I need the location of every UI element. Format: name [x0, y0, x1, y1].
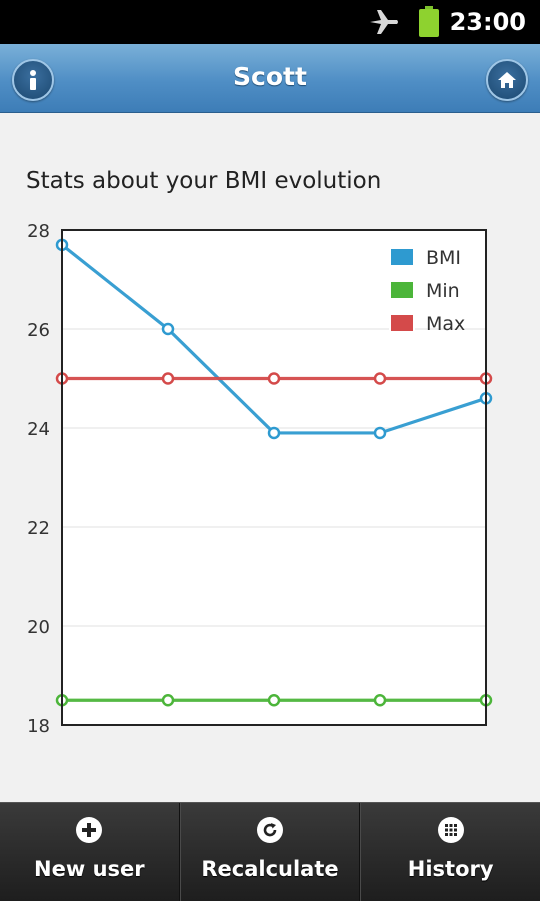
status-time: 23:00	[449, 8, 526, 36]
app-header: Scott	[0, 44, 540, 113]
data-point-bmi	[161, 322, 175, 336]
home-button[interactable]	[486, 59, 528, 101]
history-label: History	[407, 857, 494, 881]
data-point-min	[267, 694, 281, 707]
grid-icon	[437, 817, 464, 843]
home-icon	[498, 72, 516, 88]
data-point-min	[373, 694, 387, 707]
legend-swatch-bmi	[389, 247, 415, 267]
data-point-max	[161, 372, 175, 385]
legend-swatch-max	[389, 313, 415, 333]
refresh-icon	[257, 817, 283, 843]
y-tick-label: 18	[27, 716, 50, 737]
plot-background	[62, 230, 486, 725]
data-point-min	[161, 694, 175, 707]
battery-icon	[419, 6, 439, 37]
data-point-bmi	[267, 426, 281, 440]
stats-title: Stats about your BMI evolution	[26, 168, 382, 194]
y-tick-label: 24	[27, 419, 50, 440]
page-title: Scott	[233, 62, 307, 91]
recalculate-label: Recalculate	[201, 857, 339, 881]
new-user-button[interactable]: New user	[0, 803, 180, 901]
y-tick-label: 26	[27, 320, 50, 341]
plot-frame	[61, 229, 487, 726]
legend-label-min: Min	[426, 280, 460, 302]
new-user-label: New user	[34, 857, 145, 881]
recalculate-button[interactable]: Recalculate	[179, 803, 361, 901]
y-tick-label: 22	[27, 518, 50, 539]
status-bar: 23:00	[0, 0, 540, 44]
data-point-max	[373, 372, 387, 385]
plus-icon	[76, 817, 103, 843]
legend-label-max: Max	[426, 313, 465, 335]
history-button[interactable]: History	[360, 803, 540, 901]
y-tick-label: 28	[27, 221, 50, 242]
bmi-chart: 28 26 24 22 20 18 BMI Min Max	[0, 210, 540, 750]
y-tick-label: 20	[27, 617, 50, 638]
info-button[interactable]	[12, 59, 54, 101]
airplane-mode-icon	[370, 10, 398, 34]
legend-swatch-min	[389, 280, 415, 300]
data-point-max	[267, 372, 281, 385]
legend-label-bmi: BMI	[426, 247, 461, 269]
bottom-nav: New user Recalculate History	[0, 802, 540, 901]
data-point-bmi	[373, 426, 387, 440]
info-icon	[30, 70, 36, 90]
bmi-line-chart: 28 26 24 22 20 18 BMI Min Max	[27, 221, 493, 737]
